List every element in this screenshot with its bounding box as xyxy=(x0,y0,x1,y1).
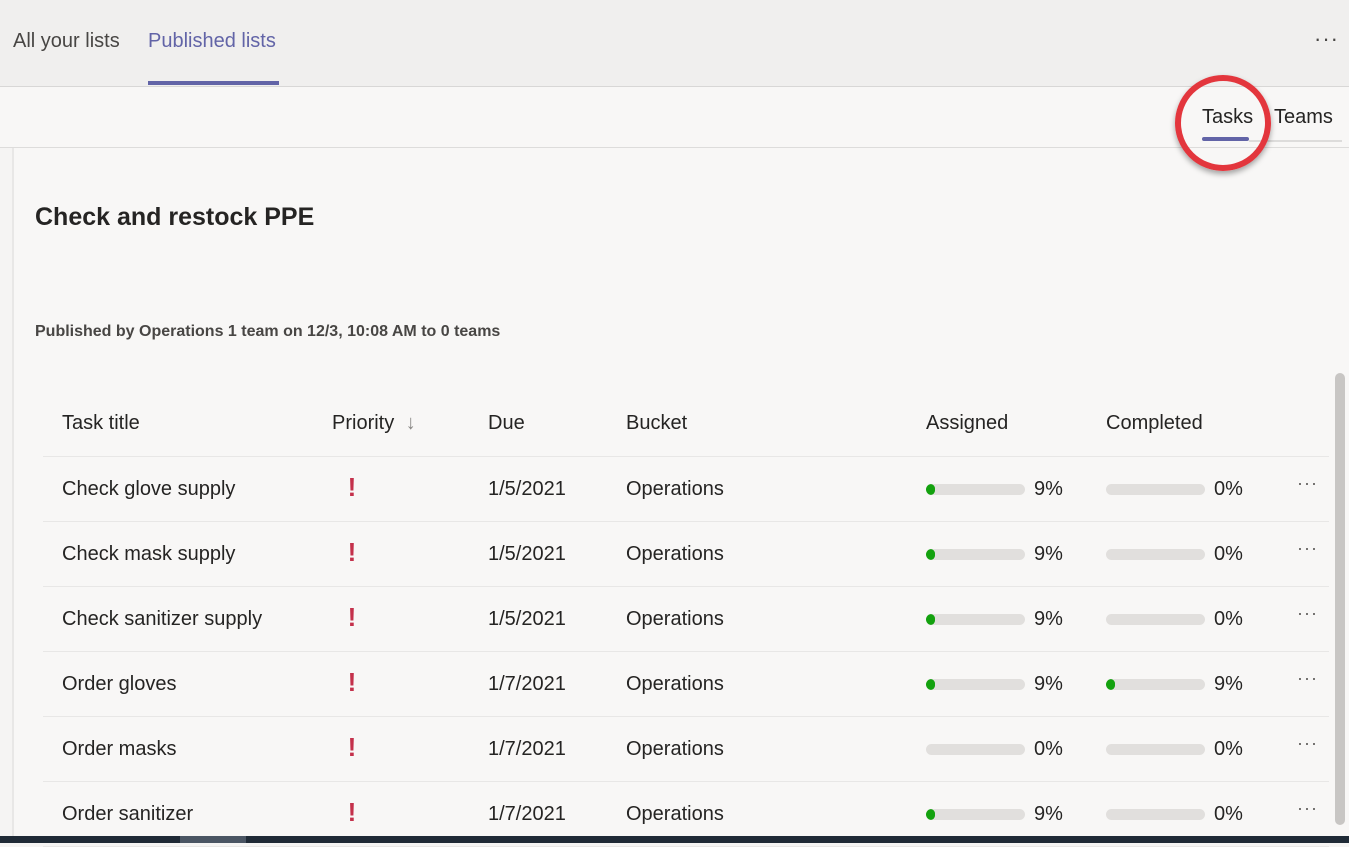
tasks-table: Task title Priority ↓ Due Bucket Assigne… xyxy=(43,392,1329,847)
completed-progress-bar xyxy=(1106,549,1205,560)
column-header-task-title[interactable]: Task title xyxy=(62,412,140,434)
published-info: Published by Operations 1 team on 12/3, … xyxy=(35,323,501,340)
bucket-name: Operations xyxy=(626,608,724,630)
completed-progress-fill xyxy=(1106,679,1115,690)
assigned-progress-bar xyxy=(926,484,1025,495)
completed-progress-bar xyxy=(1106,809,1205,820)
completed-percent: 0% xyxy=(1214,478,1243,500)
more-options-icon[interactable]: ··· xyxy=(1314,26,1339,51)
due-date: 1/7/2021 xyxy=(488,803,566,825)
column-header-assigned[interactable]: Assigned xyxy=(926,412,1009,434)
table-row[interactable]: Order gloves! 1/7/2021 Operations 9% 9% ··· xyxy=(43,652,1329,717)
column-header-priority-label: Priority xyxy=(332,412,395,434)
table-header: Task title Priority ↓ Due Bucket Assigne… xyxy=(43,392,1329,457)
table-row[interactable]: Order masks! 1/7/2021 Operations 0% 0% ··· xyxy=(43,717,1329,782)
assigned-percent: 9% xyxy=(1034,673,1063,695)
assigned-progress-fill xyxy=(926,809,935,820)
assigned-progress-fill xyxy=(926,614,935,625)
top-tab-bar: All your lists Published lists ··· xyxy=(0,0,1349,87)
assigned-percent: 9% xyxy=(1034,543,1063,565)
bucket-name: Operations xyxy=(626,673,724,695)
assigned-percent: 0% xyxy=(1034,738,1063,760)
view-switcher-bar: Tasks Teams xyxy=(0,87,1349,148)
priority-urgent-icon: ! xyxy=(347,732,357,762)
bucket-name: Operations xyxy=(626,803,724,825)
assigned-percent: 9% xyxy=(1034,478,1063,500)
table-body: Check glove supply! 1/5/2021 Operations 9% 0… xyxy=(43,457,1329,847)
priority-urgent-icon: ! xyxy=(347,667,357,697)
active-view-indicator xyxy=(1202,137,1249,141)
table-row[interactable]: Check sanitizer supply! 1/5/2021 Operation… xyxy=(43,587,1329,652)
assigned-progress-bar xyxy=(926,549,1025,560)
bucket-name: Operations xyxy=(626,478,724,500)
column-header-due[interactable]: Due xyxy=(488,412,525,434)
priority-urgent-icon: ! xyxy=(347,537,357,567)
task-title[interactable]: Check glove supply xyxy=(62,478,236,500)
assigned-progress-bar xyxy=(926,744,1025,755)
active-tab-indicator xyxy=(148,81,279,85)
bucket-name: Operations xyxy=(626,738,724,760)
assigned-progress-fill xyxy=(926,484,935,495)
left-divider xyxy=(12,148,14,843)
assigned-percent: 9% xyxy=(1034,608,1063,630)
row-more-icon[interactable]: ··· xyxy=(1297,798,1318,818)
view-tab-divider xyxy=(1249,140,1342,142)
due-date: 1/5/2021 xyxy=(488,478,566,500)
row-more-icon[interactable]: ··· xyxy=(1297,473,1318,493)
tab-teams[interactable]: Teams xyxy=(1274,106,1333,128)
table-row[interactable]: Check mask supply! 1/5/2021 Operations 9% 0%… xyxy=(43,522,1329,587)
column-header-completed[interactable]: Completed xyxy=(1106,412,1203,434)
taskbar-item[interactable] xyxy=(180,836,246,843)
tab-tasks[interactable]: Tasks xyxy=(1202,106,1254,128)
table-row[interactable]: Check glove supply! 1/5/2021 Operations 9% 0… xyxy=(43,457,1329,522)
task-title[interactable]: Order masks xyxy=(62,738,177,760)
assigned-progress-fill xyxy=(926,679,935,690)
content-pane xyxy=(14,148,1349,843)
completed-progress-bar xyxy=(1106,484,1205,495)
tab-all-your-lists[interactable]: All your lists xyxy=(13,30,120,52)
due-date: 1/5/2021 xyxy=(488,543,566,565)
column-header-bucket[interactable]: Bucket xyxy=(626,412,688,434)
task-title[interactable]: Check mask supply xyxy=(62,543,236,565)
sort-descending-icon: ↓ xyxy=(405,412,416,434)
column-header-priority[interactable]: Priority ↓ xyxy=(332,412,416,435)
priority-urgent-icon: ! xyxy=(347,797,357,827)
completed-percent: 9% xyxy=(1214,673,1243,695)
completed-progress-bar xyxy=(1106,679,1205,690)
due-date: 1/7/2021 xyxy=(488,673,566,695)
task-title[interactable]: Check sanitizer supply xyxy=(62,608,263,630)
row-more-icon[interactable]: ··· xyxy=(1297,668,1318,688)
due-date: 1/5/2021 xyxy=(488,608,566,630)
completed-percent: 0% xyxy=(1214,608,1243,630)
priority-urgent-icon: ! xyxy=(347,472,357,502)
task-title[interactable]: Order sanitizer xyxy=(62,803,194,825)
bucket-name: Operations xyxy=(626,543,724,565)
taskbar xyxy=(0,836,1349,843)
row-more-icon[interactable]: ··· xyxy=(1297,733,1318,753)
priority-urgent-icon: ! xyxy=(347,602,357,632)
assigned-percent: 9% xyxy=(1034,803,1063,825)
assigned-progress-fill xyxy=(926,549,935,560)
assigned-progress-bar xyxy=(926,809,1025,820)
assigned-progress-bar xyxy=(926,679,1025,690)
completed-percent: 0% xyxy=(1214,738,1243,760)
task-title[interactable]: Order gloves xyxy=(62,673,177,695)
tab-published-lists[interactable]: Published lists xyxy=(148,30,276,52)
vertical-scrollbar[interactable] xyxy=(1335,373,1345,825)
assigned-progress-bar xyxy=(926,614,1025,625)
completed-progress-bar xyxy=(1106,744,1205,755)
page-title: Check and restock PPE xyxy=(35,203,315,231)
due-date: 1/7/2021 xyxy=(488,738,566,760)
table-row[interactable]: Order sanitizer! 1/7/2021 Operations 9% 0% ··… xyxy=(43,782,1329,847)
row-more-icon[interactable]: ··· xyxy=(1297,603,1318,623)
completed-percent: 0% xyxy=(1214,803,1243,825)
completed-percent: 0% xyxy=(1214,543,1243,565)
completed-progress-bar xyxy=(1106,614,1205,625)
row-more-icon[interactable]: ··· xyxy=(1297,538,1318,558)
